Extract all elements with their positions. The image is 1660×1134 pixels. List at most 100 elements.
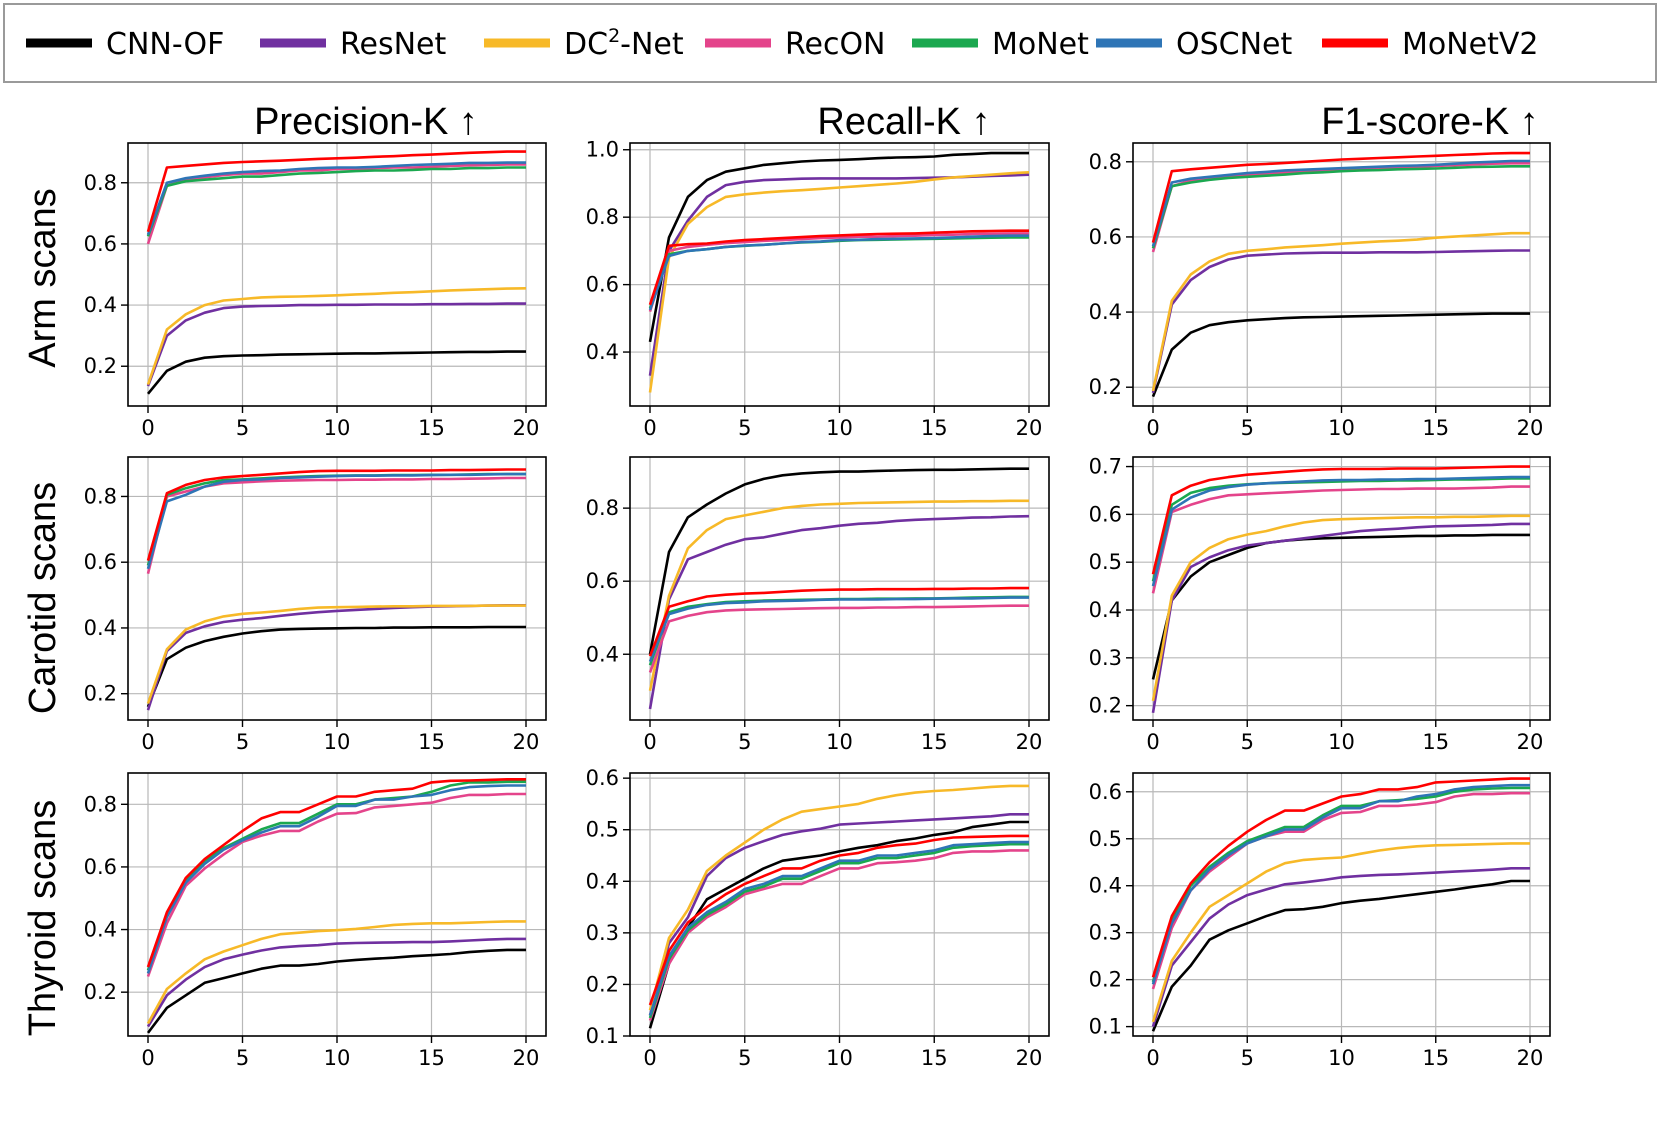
series-line-recon: [1151, 485, 1530, 594]
y-tick-label: 0.6: [1089, 780, 1122, 804]
y-tick-label: 0.2: [84, 682, 117, 706]
x-tick-label: 5: [1241, 730, 1254, 754]
y-tick-label: 0.5: [586, 818, 619, 842]
legend-item-recon: RecON: [705, 27, 886, 62]
y-tick-label: 0.1: [1089, 1015, 1122, 1039]
series-lines: [1151, 465, 1530, 714]
column-title-recall: Recall-K ↑: [817, 101, 990, 143]
legend-item-monet: MoNet: [912, 27, 1089, 62]
panel-thyroid-scans-precision-k: 0 5 10 15 20 0.2 0.4 0.6 0.8: [84, 772, 547, 1070]
series-line-resnet: [1151, 249, 1530, 394]
x-tick-label: 10: [826, 730, 853, 754]
x-tick-label: 5: [236, 416, 249, 440]
x-tick-label: 10: [1328, 730, 1355, 754]
series-line-monetv2: [648, 834, 1029, 1006]
y-tick-label: 0.6: [1089, 225, 1122, 249]
x-tick-label: 20: [1016, 730, 1043, 754]
series-lines: [146, 777, 526, 1034]
y-tick-label: 0.8: [586, 496, 619, 520]
series-line-recon: [648, 604, 1029, 673]
gridlines: [1133, 143, 1550, 406]
x-tick-label: 20: [513, 1046, 540, 1070]
series-line-monetv2: [1151, 151, 1530, 243]
y-tick-label: 0.6: [1089, 502, 1122, 526]
legend: CNN-OF ResNet DC2-Net RecON MoNet OSCNet MoNet…: [3, 3, 1657, 83]
x-tick-label: 5: [1241, 1046, 1254, 1070]
row-titles: Arm scans Carotid scans Thyroid scans: [22, 188, 64, 1036]
series-line-dc-net: [1151, 231, 1530, 392]
series-line-monet: [1151, 165, 1530, 249]
x-tick-label: 15: [418, 730, 445, 754]
series-line-oscnet: [146, 472, 526, 570]
series-line-oscnet: [146, 161, 526, 236]
x-tick-label: 10: [324, 1046, 351, 1070]
y-tick-label: 0.3: [586, 921, 619, 945]
series-lines: [1151, 151, 1530, 398]
x-tick-label: 0: [1146, 416, 1159, 440]
x-tick-label: 10: [826, 416, 853, 440]
gridlines: [128, 457, 546, 720]
x-tick-label: 0: [141, 730, 154, 754]
x-tick-label: 15: [1422, 1046, 1449, 1070]
y-tick-label: 0.6: [84, 550, 117, 574]
series-line-dc-net: [146, 287, 527, 386]
y-tick-label: 0.4: [84, 616, 117, 640]
series-lines: [648, 467, 1030, 710]
series-line-resnet: [648, 514, 1030, 710]
series-line-recon: [146, 792, 526, 977]
panel-carotid-scans-f1-score-k: 0 5 10 15 20 0.2 0.3 0.4 0.5 0.6 0.7: [1089, 455, 1551, 754]
y-tick-label: 0.6: [586, 766, 619, 790]
panel-thyroid-scans-f1-score-k: 0 5 10 15 20 0.1 0.2 0.3 0.4 0.5 0.6: [1089, 772, 1551, 1070]
series-line-dc-net: [648, 171, 1030, 393]
series-line-dc-net: [1151, 514, 1530, 702]
series-line-monet: [146, 166, 526, 237]
legend-label: ResNet: [340, 27, 446, 62]
panel-thyroid-scans-recall-k: 0 5 10 15 20 0.1 0.2 0.3 0.4 0.5 0.6: [586, 766, 1050, 1070]
legend-item-cnn-of: CNN-OF: [26, 27, 224, 62]
y-tick-label: 0.4: [1089, 874, 1122, 898]
x-tick-label: 0: [1146, 1046, 1159, 1070]
y-tick-label: 0.4: [1089, 300, 1122, 324]
y-tick-label: 0.4: [84, 918, 117, 942]
series-line-dc-net: [648, 784, 1029, 1011]
x-tick-label: 5: [738, 1046, 751, 1070]
x-tick-label: 15: [921, 1046, 948, 1070]
series-lines: [648, 151, 1030, 393]
x-tick-label: 0: [643, 416, 656, 440]
x-tick-label: 5: [738, 416, 751, 440]
series-line-oscnet: [648, 234, 1029, 311]
column-title-f1: F1-score-K ↑: [1321, 101, 1538, 143]
series-line-dc-net: [146, 920, 526, 1025]
y-tick-label: 0.6: [84, 232, 117, 256]
x-tick-label: 0: [141, 416, 154, 440]
y-tick-label: 0.8: [84, 484, 117, 508]
y-tick-label: 0.8: [84, 792, 117, 816]
series-line-dc-net: [1151, 842, 1530, 1023]
x-tick-label: 10: [1328, 416, 1355, 440]
legend-label: OSCNet: [1176, 27, 1293, 62]
y-tick-label: 0.6: [586, 273, 619, 297]
y-tick-label: 0.5: [1089, 550, 1122, 574]
y-tick-label: 0.1: [586, 1024, 619, 1048]
x-tick-label: 10: [324, 416, 351, 440]
x-tick-label: 20: [513, 730, 540, 754]
legend-label: MoNetV2: [1402, 27, 1539, 62]
x-tick-label: 0: [643, 1046, 656, 1070]
x-tick-label: 10: [1328, 1046, 1355, 1070]
panel-arm-scans-recall-k: 0 5 10 15 20 0.4 0.6 0.8 1.0: [586, 138, 1050, 440]
series-line-resnet: [1151, 522, 1530, 714]
series-line-oscnet: [648, 840, 1029, 1016]
series-line-resnet: [146, 302, 526, 387]
legend-label: CNN-OF: [106, 27, 224, 62]
y-tick-label: 1.0: [586, 138, 619, 162]
y-tick-label: 0.5: [1089, 827, 1122, 851]
series-line-monetv2: [648, 586, 1029, 657]
series-line-resnet: [146, 937, 526, 1028]
y-tick-label: 0.2: [1089, 968, 1122, 992]
legend-item-monetv2: MoNetV2: [1322, 27, 1539, 62]
x-tick-label: 0: [1146, 730, 1159, 754]
x-tick-label: 0: [141, 1046, 154, 1070]
series-line-oscnet: [146, 784, 526, 974]
series-line-recon: [648, 849, 1029, 1021]
